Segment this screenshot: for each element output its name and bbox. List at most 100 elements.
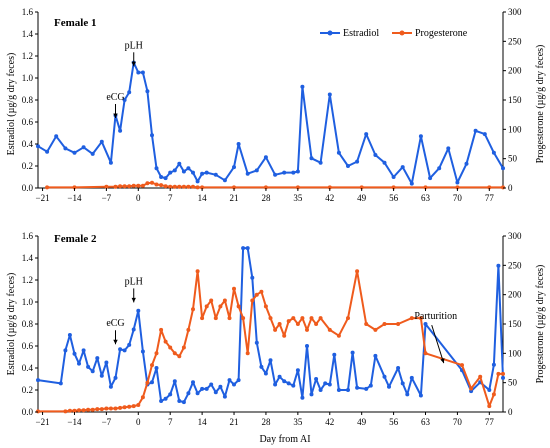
- progesterone-point: [177, 354, 182, 359]
- y-tick-label: 0.4: [22, 363, 34, 373]
- estradiol-point: [191, 380, 195, 385]
- estradiol-point: [428, 176, 433, 181]
- x-tick-label: 35: [293, 417, 303, 427]
- estradiol-point: [67, 333, 72, 337]
- estradiol-point: [218, 384, 223, 389]
- y-tick-label: 1.4: [22, 253, 34, 263]
- progesterone-point: [150, 180, 154, 185]
- estradiol-point: [99, 139, 104, 144]
- progesterone-point: [113, 406, 118, 411]
- estradiol-point: [355, 385, 360, 390]
- estradiol-point: [168, 392, 173, 397]
- estradiol-point: [63, 348, 68, 353]
- estradiol-point: [423, 322, 428, 326]
- progesterone-point: [191, 307, 195, 312]
- estradiol-point: [368, 383, 373, 388]
- progesterone-point: [245, 351, 250, 356]
- estradiol-point: [122, 98, 127, 102]
- x-axis-label: Day from AI: [259, 434, 310, 445]
- panel-title: Female 2: [54, 233, 97, 245]
- y2-tick-label: 300: [508, 7, 522, 17]
- estradiol-point: [501, 166, 505, 171]
- estradiol-point: [286, 381, 291, 386]
- progesterone-point: [209, 298, 214, 303]
- estradiol-point: [163, 176, 168, 181]
- estradiol-point: [295, 368, 300, 373]
- x-tick-label: 56: [389, 193, 399, 203]
- y-tick-label: 0.4: [22, 139, 34, 149]
- estradiol-point: [195, 179, 200, 184]
- estradiol-point: [259, 364, 264, 369]
- estradiol-point: [154, 166, 159, 171]
- progesterone-point: [291, 316, 296, 321]
- progesterone-point: [200, 185, 205, 190]
- estradiol-point: [104, 360, 109, 365]
- estradiol-point: [195, 391, 200, 396]
- y2-tick-label: 200: [508, 66, 522, 76]
- legend: Estradiol Progesterone: [320, 28, 468, 39]
- legend-estradiol-label: Estradiol: [343, 28, 379, 39]
- progesterone-point: [186, 327, 191, 332]
- progesterone-point: [191, 184, 195, 189]
- progesterone-point: [327, 185, 332, 190]
- progesterone-point: [355, 269, 360, 274]
- estradiol-point: [163, 396, 168, 401]
- annotation-arrow-head: [113, 339, 118, 345]
- progesterone-point: [172, 351, 177, 356]
- estradiol-point: [77, 361, 81, 366]
- progesterone-point: [122, 184, 127, 189]
- estradiol-point: [81, 348, 86, 353]
- estradiol-point: [136, 308, 141, 313]
- progesterone-point: [163, 339, 168, 344]
- estradiol-point: [200, 171, 205, 176]
- progesterone-point: [409, 316, 414, 321]
- estradiol-point: [81, 145, 86, 150]
- progesterone-point: [159, 327, 164, 332]
- estradiol-point: [336, 150, 341, 155]
- estradiol-point: [181, 169, 186, 174]
- estradiol-point: [300, 395, 305, 400]
- progesterone-point: [104, 184, 109, 189]
- annotation-label: Parturition: [414, 311, 457, 322]
- progesterone-point: [204, 304, 209, 309]
- estradiol-point: [327, 92, 332, 97]
- y2-tick-label: 100: [508, 348, 522, 358]
- progesterone-point: [232, 185, 236, 190]
- x-tick-label: 63: [421, 193, 431, 203]
- y2-axis-label: Progesterone (µg/g dry feces): [535, 265, 546, 384]
- x-tick-label: 77: [485, 417, 495, 427]
- progesterone-point: [181, 184, 186, 189]
- progesterone-point: [63, 409, 68, 414]
- y-tick-label: 1.4: [22, 29, 34, 39]
- estradiol-point: [72, 351, 77, 356]
- estradiol-point: [127, 342, 132, 347]
- estradiol-point: [305, 344, 309, 348]
- y-tick-label: 0.2: [22, 161, 33, 171]
- progesterone-point: [501, 185, 505, 190]
- annotation-label: eCG: [106, 92, 124, 103]
- annotation-arrow-head: [131, 61, 136, 67]
- x-tick-label: 14: [198, 193, 208, 203]
- estradiol-point: [418, 393, 423, 398]
- progesterone-point: [382, 322, 387, 326]
- estradiol-point: [373, 353, 378, 358]
- estradiol-point: [364, 132, 369, 137]
- progesterone-point: [300, 316, 305, 321]
- x-tick-label: 28: [261, 417, 271, 427]
- progesterone-point: [77, 408, 81, 413]
- progesterone-point: [118, 405, 123, 410]
- progesterone-point: [154, 351, 159, 356]
- estradiol-point: [400, 165, 405, 170]
- progesterone-point: [95, 407, 100, 412]
- progesterone-point: [469, 386, 474, 391]
- progesterone-point: [309, 316, 314, 321]
- estradiol-point: [391, 175, 396, 179]
- progesterone-point: [359, 185, 364, 190]
- progesterone-point: [232, 286, 236, 291]
- estradiol-point: [318, 160, 323, 165]
- annotation-label: eCG: [106, 318, 124, 329]
- estradiol-point: [250, 275, 255, 280]
- x-tick-label: 56: [389, 417, 399, 427]
- estradiol-point: [95, 356, 100, 361]
- y2-tick-label: 150: [508, 319, 522, 329]
